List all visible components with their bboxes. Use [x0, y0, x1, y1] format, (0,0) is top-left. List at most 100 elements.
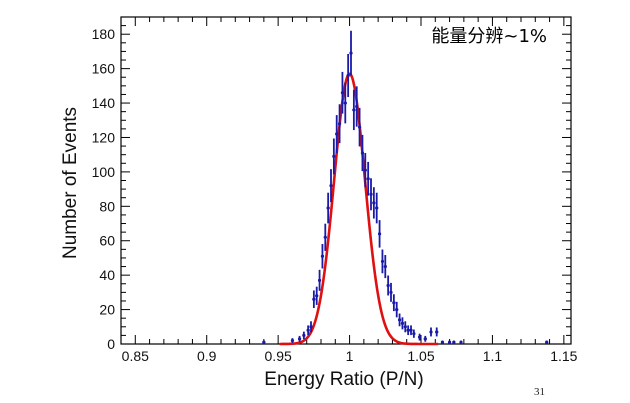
point-marker [406, 328, 410, 332]
x-axis-label: Energy Ratio (P/N) [264, 369, 423, 390]
data-point [340, 71, 345, 114]
data-point [423, 335, 427, 342]
data-points-group [262, 30, 549, 344]
data-point [383, 255, 387, 279]
data-point [290, 338, 295, 343]
point-marker [335, 132, 339, 136]
point-marker [403, 325, 407, 329]
data-point [377, 220, 382, 248]
point-marker [423, 337, 427, 341]
point-marker [355, 104, 359, 109]
data-point [447, 340, 452, 344]
data-point [459, 340, 463, 344]
x-tick-label: 1 [346, 348, 354, 364]
point-marker [360, 151, 365, 155]
data-point [452, 340, 456, 344]
point-marker [435, 330, 439, 334]
point-marker [372, 201, 376, 205]
point-marker [369, 192, 373, 196]
point-marker [383, 264, 387, 269]
point-marker [312, 297, 316, 301]
data-point [397, 313, 402, 327]
x-tick-label: 0.85 [122, 348, 149, 364]
point-marker [417, 335, 422, 339]
point-marker [429, 330, 433, 334]
point-marker [375, 206, 379, 210]
data-point [343, 82, 347, 124]
data-point [386, 275, 390, 296]
data-point [315, 286, 319, 305]
point-marker [392, 301, 396, 305]
data-point [357, 107, 362, 147]
point-marker [395, 307, 399, 312]
data-point [406, 325, 410, 336]
plot-frame [120, 16, 572, 345]
point-marker [400, 321, 405, 325]
point-marker [302, 333, 306, 337]
x-tick-label: 0.95 [265, 348, 292, 364]
point-marker [309, 325, 313, 329]
data-point [323, 223, 327, 251]
point-marker [363, 168, 367, 172]
data-point [297, 335, 302, 342]
data-point [545, 340, 549, 344]
data-point [349, 30, 353, 76]
y-tick-label: 20 [99, 302, 115, 318]
point-marker [332, 154, 336, 159]
data-point [372, 187, 376, 219]
slide-number: 31 [534, 386, 545, 398]
data-point [440, 340, 445, 344]
y-tick-label: 80 [99, 198, 115, 214]
point-marker [409, 328, 413, 332]
data-point [360, 134, 365, 172]
point-marker [352, 108, 356, 112]
data-point [317, 269, 322, 291]
point-marker [326, 206, 330, 210]
point-marker [262, 340, 266, 344]
plot-border [120, 16, 572, 345]
y-tick-label: 100 [92, 164, 116, 180]
data-point [363, 152, 367, 188]
y-tick-label: 60 [99, 233, 115, 249]
point-marker [290, 338, 295, 343]
point-marker [377, 232, 382, 236]
point-marker [349, 51, 353, 55]
data-point [332, 138, 336, 175]
data-point [412, 329, 416, 338]
y-tick-label: 0 [107, 336, 115, 352]
point-marker [346, 73, 350, 78]
point-marker [340, 91, 345, 95]
point-marker [366, 177, 370, 181]
data-point [337, 104, 342, 144]
data-point [392, 294, 396, 312]
point-marker [380, 259, 385, 263]
y-tick-label: 180 [92, 26, 116, 42]
data-point [395, 301, 399, 318]
x-tick-label: 1.15 [550, 348, 577, 364]
data-point [329, 169, 333, 203]
x-tick-label: 1.1 [483, 348, 503, 364]
data-point [375, 192, 379, 224]
data-point [355, 86, 359, 127]
data-point [389, 282, 393, 302]
resolution-annotation: 能量分辨~1% [431, 26, 547, 47]
data-point [326, 192, 330, 224]
point-marker [459, 340, 463, 344]
point-marker [315, 294, 319, 298]
y-tick-label: 120 [92, 129, 116, 145]
data-point [309, 321, 313, 333]
x-tick-label: 0.9 [197, 348, 217, 364]
data-point [352, 89, 356, 131]
y-tick-label: 40 [99, 267, 115, 283]
point-marker [357, 125, 362, 129]
data-point [335, 115, 339, 153]
point-marker [320, 254, 325, 258]
data-point [346, 54, 350, 98]
data-point [312, 290, 316, 309]
x-axis-ticks: 0.85 0.9 0.95 1 1.05 1.1 1.15 [120, 17, 578, 364]
point-marker [447, 340, 452, 344]
y-axis-ticks: 0 20 40 60 80 100 120 140 160 180 [92, 16, 571, 352]
point-marker [297, 337, 302, 341]
data-point [409, 325, 413, 336]
